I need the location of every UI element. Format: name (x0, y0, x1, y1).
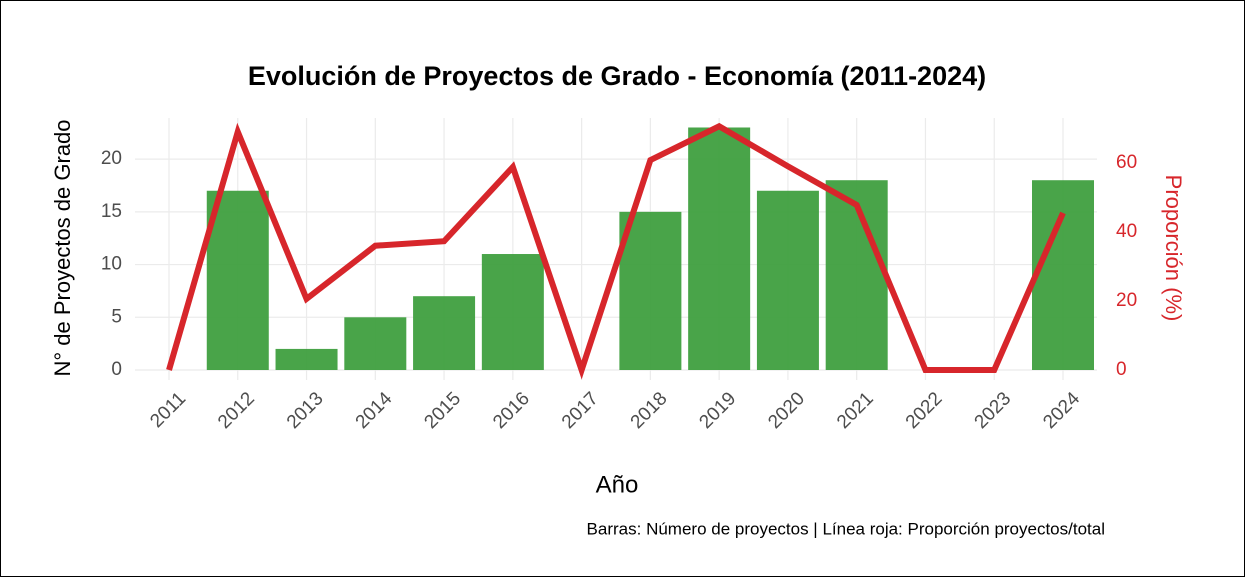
bar (275, 348, 338, 370)
caption: Barras: Número de proyectos | Línea roja… (587, 519, 1105, 538)
y2-tick-label: 0 (1116, 359, 1127, 380)
y-axis-title: N° de Proyectos de Grado (50, 119, 75, 376)
line (166, 122, 1066, 380)
bar (756, 190, 819, 370)
bar (619, 211, 682, 370)
y2-tick-label: 60 (1116, 152, 1137, 173)
bar (1032, 180, 1094, 370)
y2-tick-label: 20 (1116, 290, 1137, 311)
bar (344, 317, 407, 370)
y-tick-label: 5 (111, 306, 122, 327)
x-axis-title: Año (596, 471, 639, 498)
y-tick-label: 20 (101, 148, 122, 169)
bar (206, 190, 269, 370)
y-tick-label: 15 (101, 201, 122, 222)
bar (688, 127, 751, 371)
y2-axis-title: Proporción (%) (1161, 175, 1186, 322)
y2-tick-label: 40 (1116, 221, 1137, 242)
chart-title: Evolución de Proyectos de Grado - Econom… (248, 61, 986, 91)
bar (481, 254, 544, 370)
y-tick-label: 10 (101, 254, 122, 275)
y-tick-label: 0 (111, 359, 122, 380)
bar (413, 296, 476, 370)
